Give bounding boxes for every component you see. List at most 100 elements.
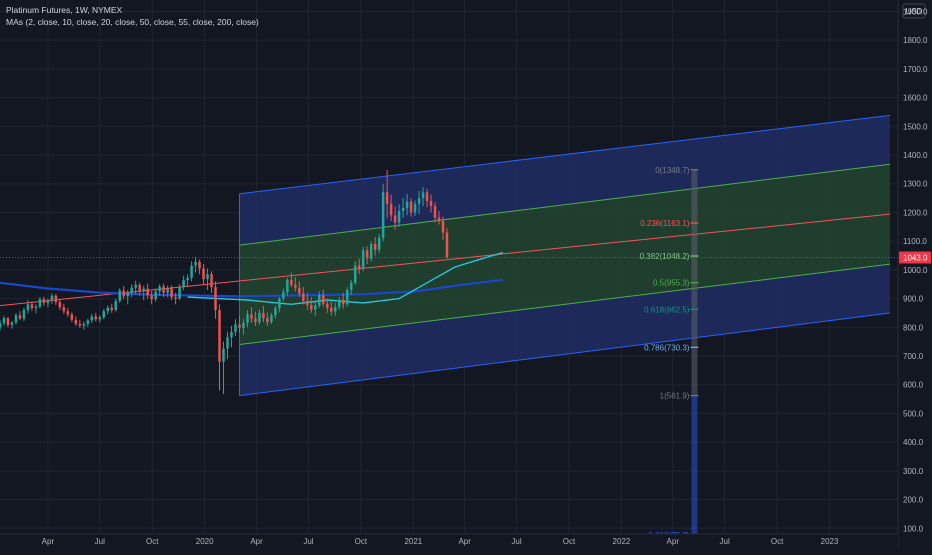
candle-body[interactable] (210, 274, 213, 288)
candle-body[interactable] (234, 324, 237, 332)
candle-body[interactable] (258, 312, 261, 323)
candle-body[interactable] (14, 315, 18, 323)
channel-inner-top-line[interactable] (239, 163, 891, 246)
regression-channel[interactable] (0, 114, 891, 397)
candle-body[interactable] (198, 261, 201, 269)
candle-body[interactable] (389, 203, 393, 216)
candle-body[interactable] (158, 286, 161, 292)
candle-body[interactable] (302, 293, 305, 301)
candle-body[interactable] (433, 206, 437, 218)
candle-body[interactable] (142, 288, 145, 292)
candle-body[interactable] (401, 208, 405, 212)
candle-body[interactable] (413, 203, 417, 213)
candle-body[interactable] (226, 337, 229, 349)
candle-body[interactable] (22, 310, 26, 319)
candle-body[interactable] (6, 318, 10, 325)
candle-body[interactable] (393, 215, 397, 223)
candle-body[interactable] (250, 314, 253, 319)
candle-body[interactable] (114, 300, 117, 311)
candle-body[interactable] (186, 277, 189, 280)
candle-body[interactable] (330, 307, 333, 312)
candle-body[interactable] (134, 284, 137, 288)
candle-body[interactable] (90, 316, 94, 321)
candle-body[interactable] (437, 217, 441, 222)
candle-body[interactable] (170, 288, 173, 298)
candle-body[interactable] (341, 300, 345, 305)
candle-body[interactable] (274, 308, 277, 316)
candle-body[interactable] (338, 300, 341, 308)
candle-body[interactable] (102, 311, 106, 318)
candle-body[interactable] (238, 324, 241, 328)
candle-body[interactable] (306, 300, 309, 305)
candle-body[interactable] (373, 244, 377, 250)
candle-body[interactable] (334, 307, 337, 312)
candle-body[interactable] (425, 192, 429, 201)
candle-body[interactable] (18, 315, 22, 319)
candle-body[interactable] (122, 290, 125, 297)
candle-body[interactable] (174, 297, 177, 299)
candle-body[interactable] (254, 318, 257, 323)
candle-body[interactable] (345, 289, 349, 305)
candle-body[interactable] (445, 232, 449, 258)
candle-body[interactable] (262, 312, 265, 319)
candle-body[interactable] (206, 274, 209, 280)
candle-body[interactable] (298, 287, 301, 294)
candle-body[interactable] (62, 307, 66, 312)
candle-body[interactable] (385, 192, 389, 204)
candle-body[interactable] (94, 316, 98, 320)
candle-body[interactable] (50, 295, 54, 301)
candle-body[interactable] (54, 295, 58, 303)
candle-body[interactable] (30, 304, 34, 309)
channel-inner-bottom-line[interactable] (239, 263, 891, 346)
candle-body[interactable] (286, 279, 289, 293)
candle-body[interactable] (82, 323, 86, 326)
candle-body[interactable] (381, 192, 385, 238)
candle-body[interactable] (214, 287, 217, 311)
candle-body[interactable] (58, 302, 62, 308)
candle-body[interactable] (74, 319, 78, 324)
candle-body[interactable] (86, 320, 90, 324)
channel-outer-top-line[interactable] (239, 114, 891, 195)
candle-body[interactable] (34, 306, 38, 309)
candle-body[interactable] (397, 211, 401, 223)
candle-body[interactable] (357, 265, 361, 269)
channel-outer-bottom-line[interactable] (239, 312, 891, 397)
candle-body[interactable] (218, 310, 221, 362)
candle-body[interactable] (46, 300, 50, 303)
candle-body[interactable] (98, 317, 102, 320)
candle-body[interactable] (405, 201, 409, 209)
candlesticks[interactable] (0, 169, 449, 394)
candle-body[interactable] (365, 250, 369, 259)
time-axis[interactable]: Apr Jul Oct 2020 Apr Jul Oct 2021 Apr Jul Oct 2022 A… (0, 533, 898, 550)
candle-body[interactable] (202, 268, 205, 280)
candle-body[interactable] (194, 261, 197, 266)
candle-body[interactable] (0, 322, 2, 328)
candle-body[interactable] (282, 292, 285, 299)
candle-body[interactable] (178, 287, 181, 299)
candle-body[interactable] (326, 303, 329, 308)
currency-button[interactable] (902, 3, 926, 19)
candle-body[interactable] (66, 311, 70, 315)
candle-body[interactable] (78, 323, 82, 326)
candle-body[interactable] (270, 315, 273, 323)
candle-body[interactable] (310, 304, 313, 310)
candle-body[interactable] (166, 288, 169, 293)
candle-body[interactable] (349, 282, 353, 290)
candle-body[interactable] (353, 265, 357, 283)
candle-body[interactable] (182, 279, 185, 288)
candle-body[interactable] (417, 198, 421, 204)
candle-body[interactable] (266, 318, 269, 323)
candle-body[interactable] (2, 318, 6, 323)
candle-body[interactable] (26, 304, 30, 311)
candle-body[interactable] (278, 298, 281, 309)
candle-body[interactable] (242, 322, 245, 328)
candle-body[interactable] (162, 286, 165, 293)
candle-body[interactable] (409, 201, 413, 213)
candle-body[interactable] (150, 295, 153, 300)
candle-body[interactable] (138, 284, 141, 292)
candle-body[interactable] (222, 348, 225, 362)
candle-body[interactable] (106, 307, 109, 312)
